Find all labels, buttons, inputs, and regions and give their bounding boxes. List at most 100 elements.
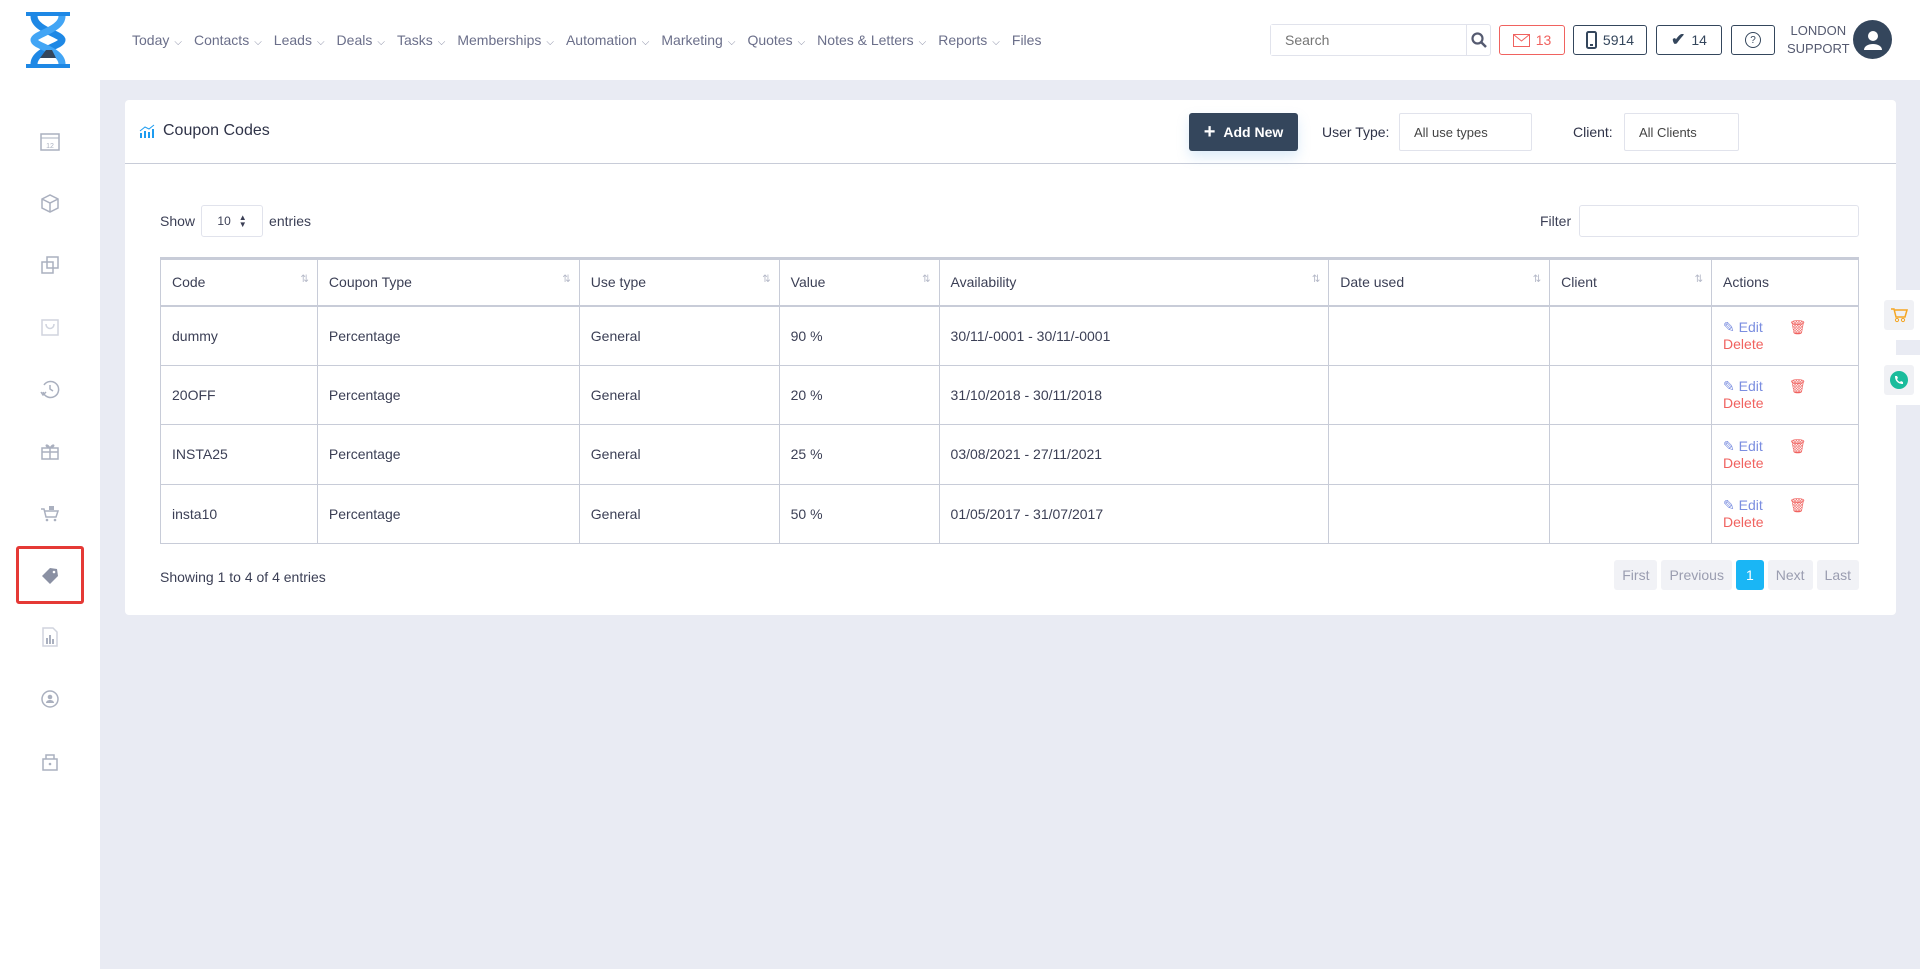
- tasks-button[interactable]: ✔ 14: [1656, 25, 1722, 55]
- user-type-select[interactable]: All use types: [1399, 113, 1532, 151]
- add-new-button[interactable]: + Add New: [1189, 113, 1298, 151]
- cell-availability: 03/08/2021 - 27/11/2021: [938, 424, 1330, 485]
- search-button[interactable]: [1466, 25, 1490, 55]
- sort-icon: ⇅: [1532, 274, 1542, 285]
- filter-input[interactable]: [1579, 205, 1860, 237]
- help-button[interactable]: ?: [1731, 25, 1775, 55]
- edit-button[interactable]: ✎ Edit: [1723, 378, 1763, 394]
- user-name-line2: SUPPORT: [1787, 41, 1850, 56]
- column-header-label: Availability: [950, 274, 1017, 291]
- user-name[interactable]: LONDON SUPPORT: [1787, 22, 1850, 58]
- phone-button[interactable]: 5914: [1573, 25, 1647, 55]
- nav-item-notes-letters[interactable]: Notes & Letters ⌵: [817, 32, 926, 48]
- sidebar-item-user-sync[interactable]: [30, 679, 70, 719]
- page-current[interactable]: 1: [1735, 560, 1764, 590]
- cell-actions: ✎ Edit 🗑 Delete: [1711, 424, 1859, 485]
- client-label: Client:: [1573, 124, 1613, 140]
- edit-icon: ✎: [1723, 437, 1735, 454]
- page-last[interactable]: Last: [1816, 560, 1859, 590]
- delete-button[interactable]: 🗑 Delete: [1723, 438, 1807, 471]
- cell-value: 90 %: [778, 305, 940, 366]
- svg-text:12: 12: [46, 143, 54, 150]
- nav-item-memberships[interactable]: Memberships ⌵: [457, 32, 554, 48]
- sidebar-item-cart[interactable]: [30, 493, 70, 533]
- sort-icon: ⇅: [562, 274, 571, 285]
- sidebar-item-report[interactable]: [30, 617, 70, 657]
- edit-button[interactable]: ✎ Edit: [1723, 319, 1763, 335]
- nav-item-quotes[interactable]: Quotes ⌵: [747, 32, 805, 48]
- cell-use: General: [578, 483, 780, 544]
- sidebar-item-copy[interactable]: [30, 245, 70, 285]
- edit-button[interactable]: ✎ Edit: [1723, 497, 1763, 513]
- delete-button[interactable]: 🗑 Delete: [1723, 319, 1807, 352]
- trash-icon: 🗑: [1788, 378, 1807, 395]
- help-icon: ?: [1745, 32, 1761, 48]
- column-header-label: Value: [790, 274, 826, 291]
- column-header[interactable]: Client ⇅: [1549, 257, 1713, 307]
- page-first[interactable]: First: [1614, 560, 1658, 590]
- column-header[interactable]: Use type ⇅: [578, 257, 780, 307]
- column-header-label: Coupon Type: [328, 274, 412, 291]
- nav-item-today[interactable]: Today ⌵: [132, 32, 182, 48]
- sidebar-item-gift[interactable]: [30, 431, 70, 471]
- nav-item-tasks[interactable]: Tasks ⌵: [397, 32, 445, 48]
- copy-icon: [41, 256, 59, 274]
- sidebar-item-lock[interactable]: [30, 741, 70, 781]
- column-header-label: Client: [1561, 274, 1597, 291]
- nav-item-label: Leads: [273, 32, 312, 48]
- logo[interactable]: [22, 12, 74, 68]
- floating-cart[interactable]: [1876, 290, 1920, 340]
- trash-icon: 🗑: [1788, 497, 1807, 514]
- sidebar-item-calendar[interactable]: 12: [30, 121, 70, 161]
- user-sync-icon: [41, 690, 59, 708]
- column-header[interactable]: Coupon Type ⇅: [316, 257, 580, 307]
- gift-icon: [41, 444, 59, 460]
- entries-select[interactable]: 10 ▲ ▼: [201, 205, 264, 237]
- entries-label: entries: [269, 213, 312, 229]
- edit-label: Edit: [1738, 437, 1763, 454]
- mail-icon: [1512, 33, 1530, 47]
- nav-item-files[interactable]: Files: [1012, 32, 1042, 48]
- column-header[interactable]: Availability ⇅: [938, 257, 1330, 307]
- nav-item-marketing[interactable]: Marketing ⌵: [661, 32, 735, 48]
- avatar[interactable]: [1853, 20, 1892, 59]
- sidebar-item-box[interactable]: [30, 183, 70, 223]
- filter: Filter: [1540, 205, 1860, 237]
- column-header[interactable]: Code ⇅: [160, 257, 318, 307]
- sort-icon: ⇅: [1694, 274, 1704, 285]
- column-header[interactable]: Value ⇅: [778, 257, 940, 307]
- mail-button[interactable]: 13: [1499, 25, 1565, 55]
- delete-button[interactable]: 🗑 Delete: [1723, 378, 1807, 411]
- top-bar: Today ⌵ Contacts ⌵ Leads ⌵ Deals ⌵ Tasks ⌵ Members…: [0, 0, 1920, 80]
- nav-item-reports[interactable]: Reports ⌵: [938, 32, 1000, 48]
- floating-phone[interactable]: [1876, 355, 1920, 405]
- nav-item-leads[interactable]: Leads ⌵: [274, 32, 325, 48]
- column-header: Actions: [1711, 257, 1859, 307]
- page-title-text: Coupon Codes: [163, 122, 270, 139]
- coupon-table: Code ⇅ Coupon Type ⇅ Use type ⇅ Value ⇅ Availabi…: [160, 257, 1859, 544]
- calendar-icon: 12: [40, 133, 60, 151]
- page-next[interactable]: Next: [1767, 560, 1813, 590]
- cell-date-used: [1328, 305, 1551, 366]
- table-row: insta10 Percentage General 50 % 01/05/2017 -…: [160, 483, 1859, 544]
- nav-item-contacts[interactable]: Contacts ⌵: [194, 32, 262, 48]
- chevron-down-icon: ⌵: [992, 37, 1000, 48]
- sidebar-item-history[interactable]: [30, 369, 70, 409]
- edit-button[interactable]: ✎ Edit: [1723, 438, 1763, 454]
- nav-item-automation[interactable]: Automation ⌵: [566, 32, 649, 48]
- sort-icon: ⇅: [1311, 274, 1321, 285]
- chart-icon: [139, 124, 155, 138]
- search-input[interactable]: [1271, 25, 1466, 55]
- column-header[interactable]: Date used ⇅: [1328, 257, 1551, 307]
- nav-item-deals[interactable]: Deals ⌵: [337, 32, 385, 48]
- cell-code: 20OFF: [160, 364, 318, 425]
- cell-client: [1549, 424, 1713, 485]
- client-select[interactable]: All Clients: [1624, 113, 1739, 151]
- delete-button[interactable]: 🗑 Delete: [1723, 497, 1807, 530]
- chevron-down-icon: ⌵: [797, 37, 806, 48]
- page-previous[interactable]: Previous: [1661, 560, 1732, 590]
- chevron-down-icon: ⌵: [316, 37, 325, 48]
- search-icon: [1470, 32, 1487, 48]
- sidebar-item-coupon[interactable]: [16, 546, 84, 604]
- sidebar-item-basket[interactable]: [30, 307, 70, 347]
